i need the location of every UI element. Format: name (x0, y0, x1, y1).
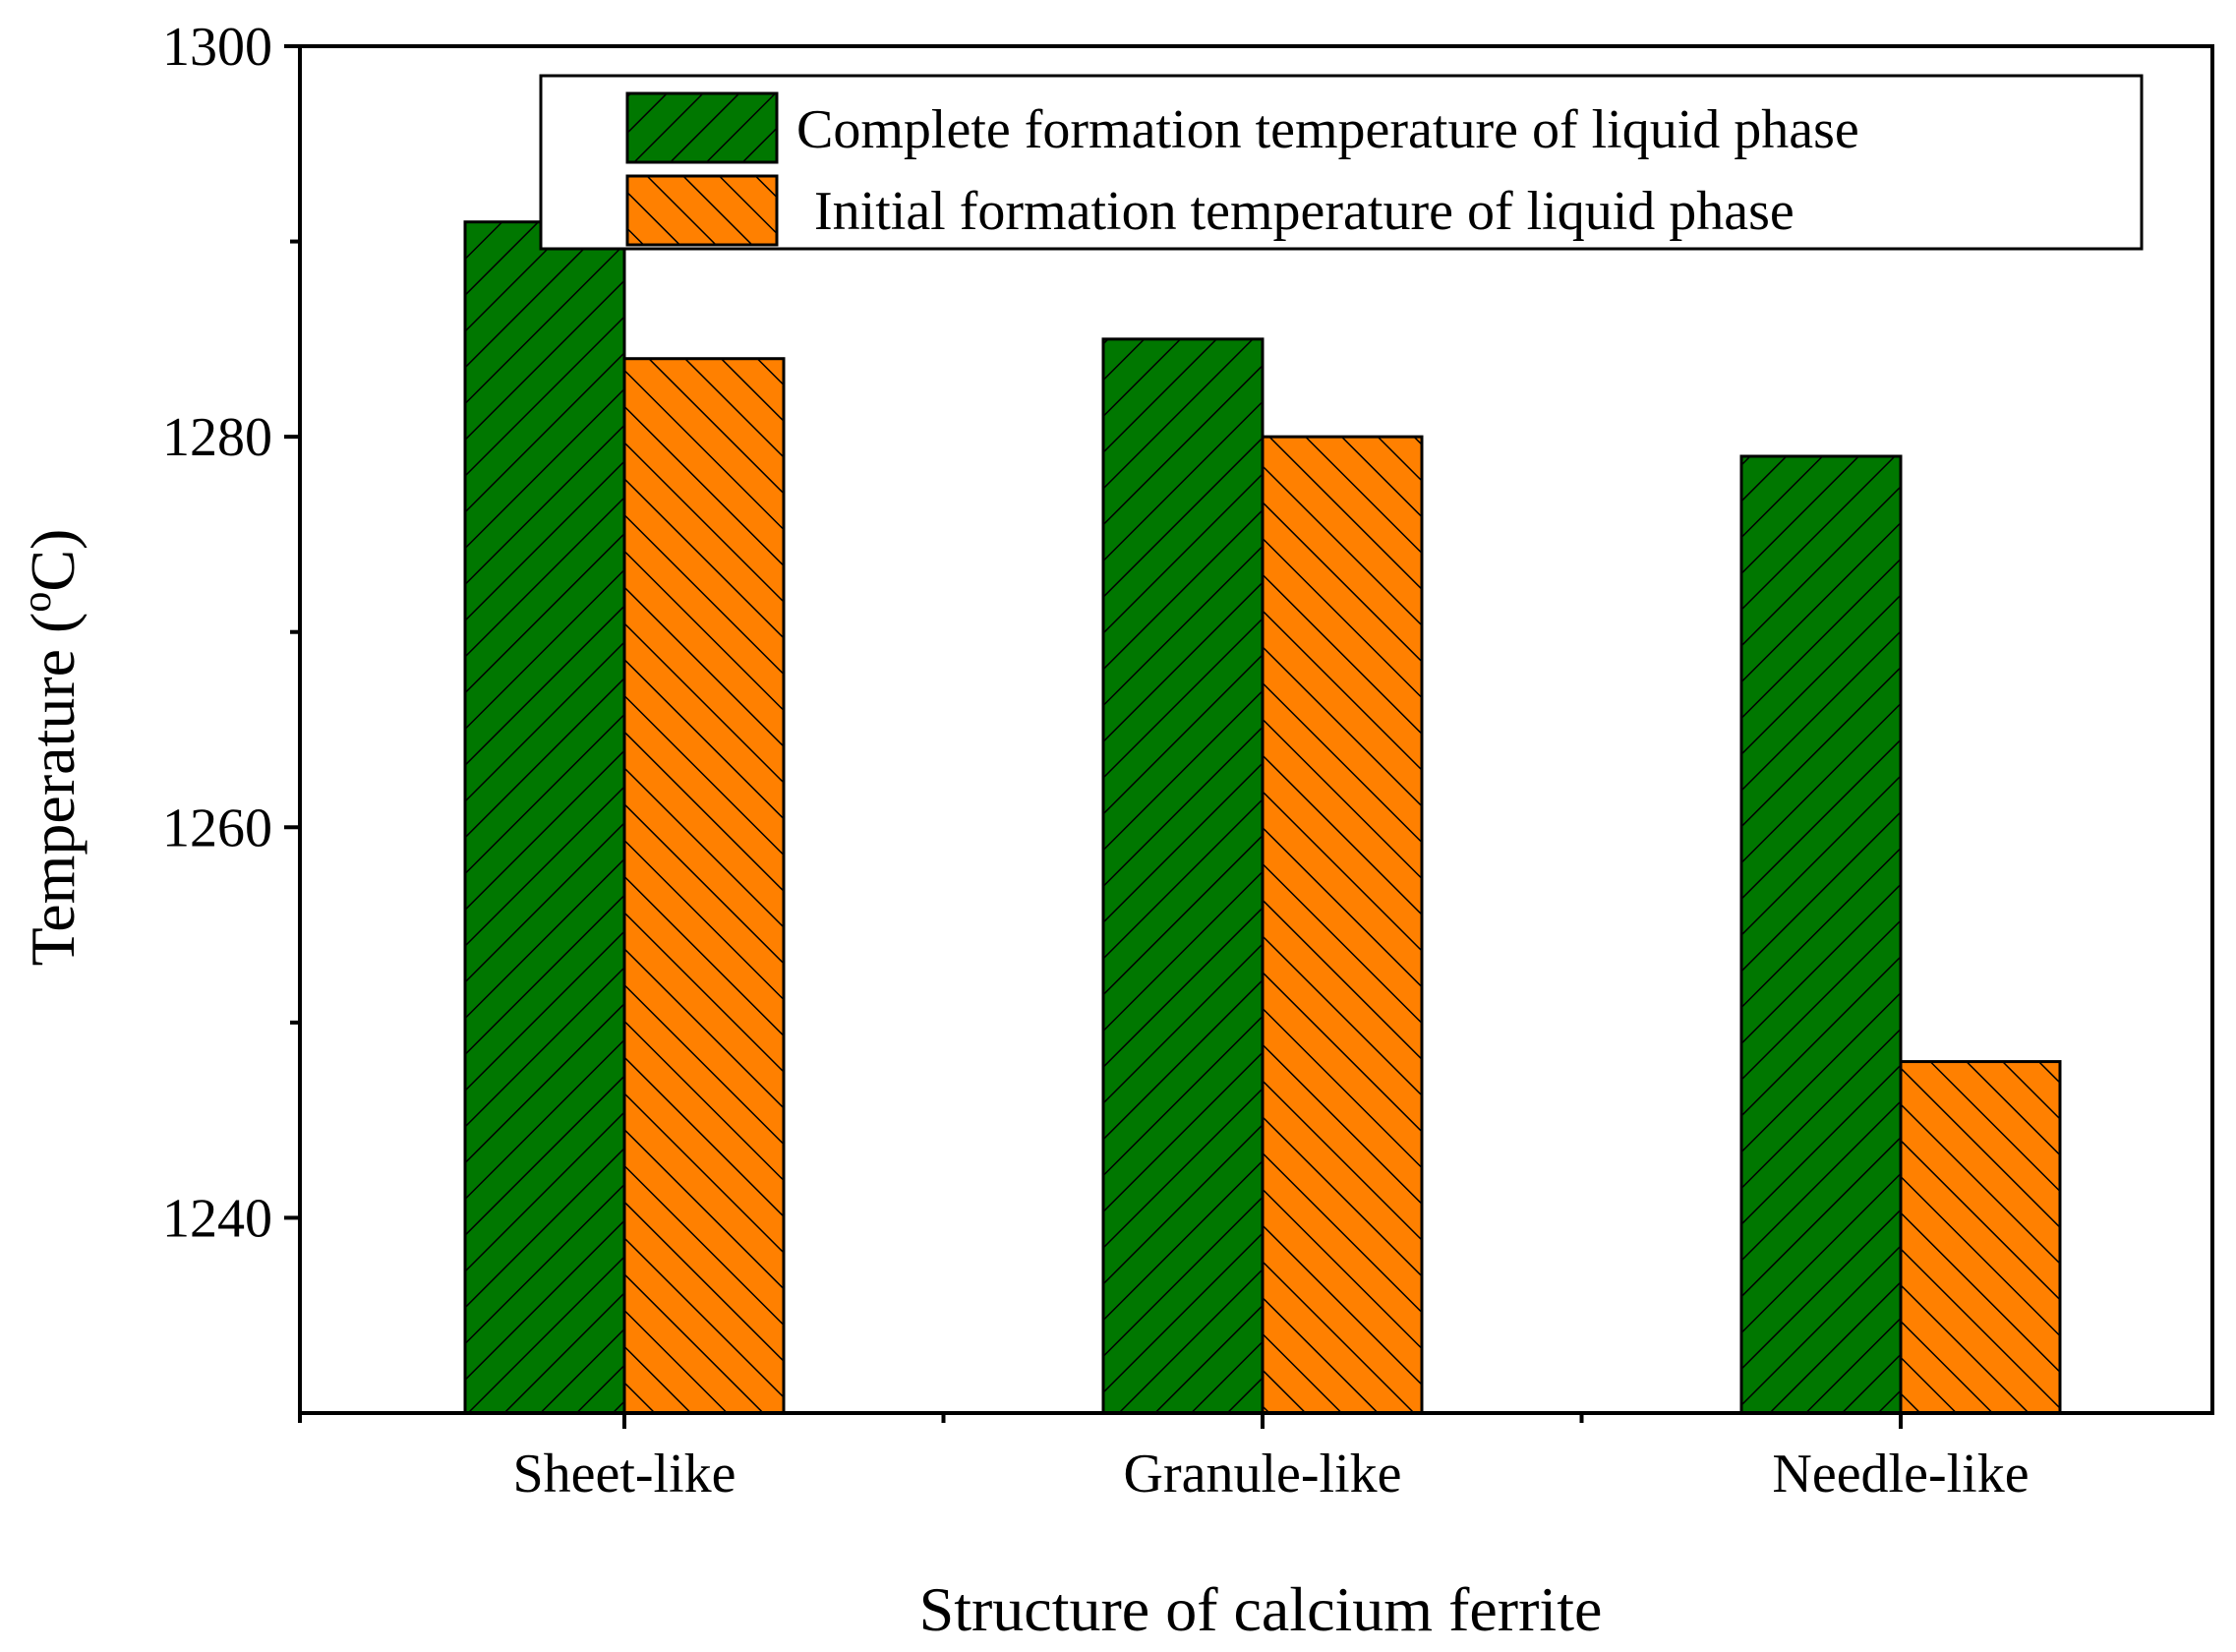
y-tick-label: 1300 (162, 17, 272, 78)
y-tick-label: 1280 (162, 407, 272, 468)
bar-complete-sheet-like (463, 220, 626, 1415)
y-axis-title-main: Temperature ( (18, 613, 88, 967)
legend-label-complete: Complete formation temperature of liquid… (796, 99, 1859, 160)
x-tick-label-granule-like: Granule-like (1124, 1444, 1402, 1504)
legend-frame (539, 74, 2144, 251)
y-tick-label: 1260 (162, 797, 272, 858)
y-axis-title-tail: C) (18, 529, 88, 592)
bar-complete-needle-like (1739, 454, 1903, 1415)
plot-frame (298, 44, 2214, 1415)
y-axis-title-superscript: o (15, 592, 60, 613)
legend-swatch-initial (625, 174, 779, 247)
legend-label-initial: Initial formation temperature of liquid … (814, 181, 1795, 242)
bar-initial-granule-like (1261, 435, 1424, 1415)
x-tick-label-needle-like: Needle-like (1772, 1444, 2029, 1504)
bar-complete-granule-like (1101, 337, 1265, 1415)
bar-initial-sheet-like (622, 357, 786, 1415)
y-axis-title: Temperature (oC) (15, 529, 88, 967)
x-tick-label-sheet-like: Sheet-like (512, 1444, 736, 1504)
bars-layer (463, 220, 2062, 1415)
legend: Complete formation temperature of liquid… (539, 74, 2144, 251)
axes-layer: 1240 1260 1280 1300 Sheet-like Granule-like Ne… (162, 17, 2214, 1504)
x-axis-title: Structure of calcium ferrite (919, 1574, 1603, 1644)
y-tick-label: 1240 (162, 1188, 272, 1249)
bar-initial-needle-like (1899, 1060, 2062, 1415)
legend-swatch-complete (625, 91, 779, 164)
